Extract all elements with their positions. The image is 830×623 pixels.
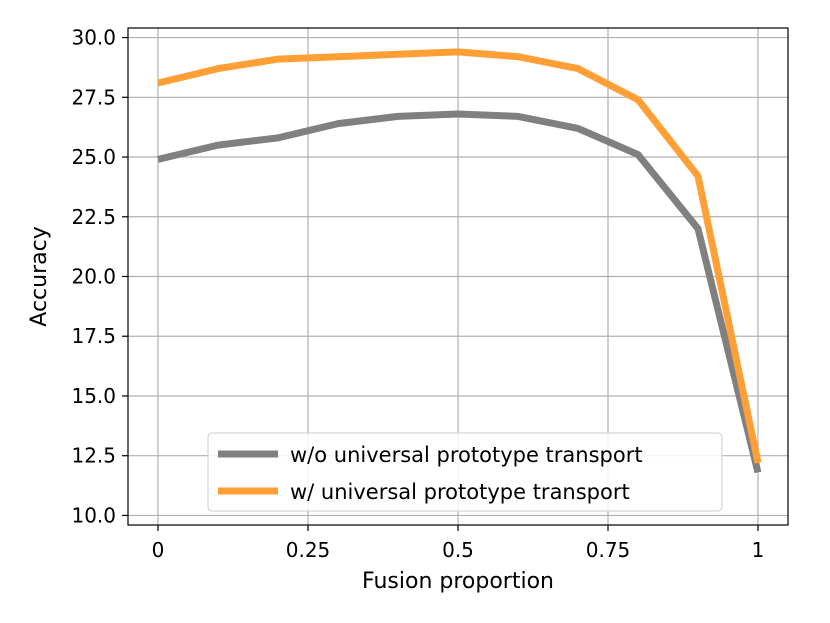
- y-tick-label: 20.0: [71, 265, 116, 289]
- x-axis-label: Fusion proportion: [362, 569, 554, 594]
- x-tick-label: 1: [752, 538, 765, 562]
- y-tick-label: 12.5: [71, 444, 116, 468]
- y-tick-label: 17.5: [71, 324, 116, 348]
- legend: w/o universal prototype transport w/ uni…: [207, 432, 723, 512]
- y-tick-label: 27.5: [71, 85, 116, 109]
- series-line-1: [157, 48, 762, 464]
- y-tick-label: 22.5: [71, 205, 116, 229]
- y-tick-label: 10.0: [71, 503, 116, 527]
- legend-label-series-0: w/o universal prototype transport: [290, 443, 643, 467]
- y-tick-label: 25.0: [71, 145, 116, 169]
- y-axis-label: Accuracy: [27, 226, 52, 326]
- series-line-0: [157, 110, 762, 474]
- grid: [128, 28, 788, 525]
- series-lines: [157, 48, 762, 474]
- legend-label-series-1: w/ universal prototype transport: [290, 480, 630, 504]
- x-tick-label: 0.75: [586, 538, 631, 562]
- x-tick-label: 0.5: [442, 538, 474, 562]
- y-tick-label: 30.0: [71, 26, 116, 50]
- legend-box: [207, 432, 723, 512]
- ticks: 0 0.25 0.5 0.75 1 10.0 12.5 15.0 17.5 20.0 22.5 25.…: [71, 26, 764, 562]
- x-tick-label: 0.25: [286, 538, 331, 562]
- y-tick-label: 15.0: [71, 384, 116, 408]
- x-tick-label: 0: [152, 538, 165, 562]
